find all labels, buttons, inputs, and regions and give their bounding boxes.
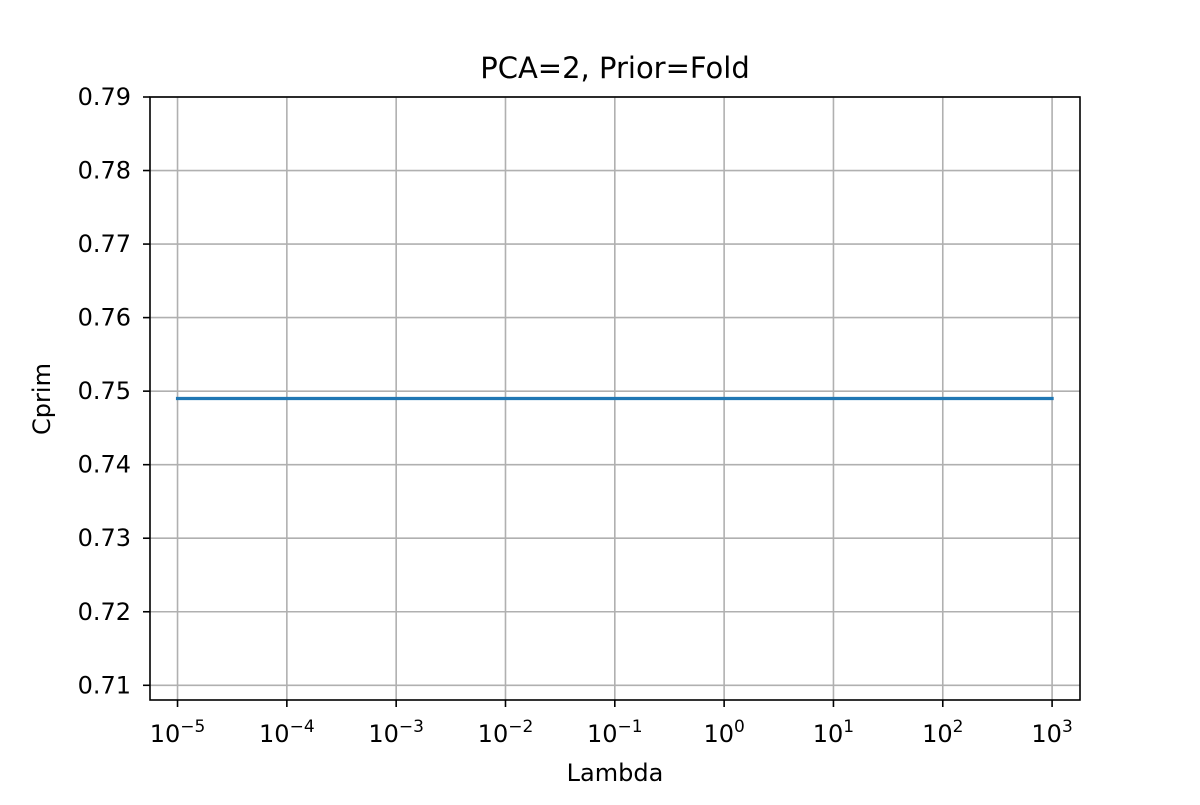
- x-tick-exponent: −5: [180, 717, 205, 737]
- x-tick-exponent: 3: [1062, 717, 1073, 737]
- x-tick-base: 10: [150, 720, 181, 748]
- x-tick-label: 10−3: [368, 717, 424, 748]
- x-tick-base: 10: [259, 720, 290, 748]
- y-tick-label: 0.76: [78, 304, 131, 332]
- x-tick-label: 102: [922, 717, 963, 748]
- x-tick-exponent: −4: [290, 717, 315, 737]
- x-tick-base: 10: [368, 720, 399, 748]
- ticks: 10−5 10−4 10−3 10−2 10−1 100 101 102 1030.710.72…: [78, 83, 1073, 748]
- x-tick-label: 100: [703, 717, 744, 748]
- y-tick-label: 0.78: [78, 157, 131, 185]
- x-tick-base: 10: [1031, 720, 1062, 748]
- y-axis-label: Cprim: [28, 363, 56, 435]
- x-tick-base: 10: [478, 720, 509, 748]
- x-tick-exponent: 1: [843, 717, 854, 737]
- x-tick-exponent: −1: [618, 717, 643, 737]
- x-tick-exponent: 0: [734, 717, 745, 737]
- y-tick-label: 0.79: [78, 83, 131, 111]
- x-tick-exponent: 2: [953, 717, 964, 737]
- y-tick-label: 0.71: [78, 671, 131, 699]
- x-tick-label: 10−4: [259, 717, 315, 748]
- chart-title: PCA=2, Prior=Fold: [480, 51, 750, 85]
- x-tick-label: 101: [813, 717, 854, 748]
- y-tick-label: 0.74: [78, 451, 131, 479]
- y-tick-label: 0.77: [78, 230, 131, 258]
- x-tick-label: 10−1: [587, 717, 643, 748]
- y-tick-label: 0.72: [78, 598, 131, 626]
- x-axis-label: Lambda: [567, 759, 664, 787]
- x-tick-label: 10−2: [478, 717, 534, 748]
- x-tick-exponent: −3: [399, 717, 424, 737]
- x-tick-label: 103: [1031, 717, 1072, 748]
- x-tick-base: 10: [922, 720, 953, 748]
- x-tick-exponent: −2: [508, 717, 533, 737]
- x-tick-base: 10: [813, 720, 844, 748]
- y-tick-label: 0.75: [78, 377, 131, 405]
- x-tick-label: 10−5: [150, 717, 206, 748]
- x-tick-base: 10: [703, 720, 734, 748]
- y-tick-label: 0.73: [78, 524, 131, 552]
- x-tick-base: 10: [587, 720, 618, 748]
